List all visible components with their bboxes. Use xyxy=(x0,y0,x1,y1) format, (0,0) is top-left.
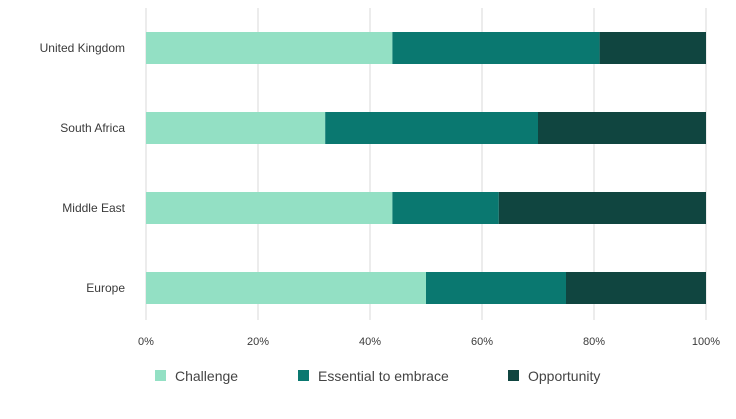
legend-item[interactable]: Challenge xyxy=(155,368,238,384)
bar-segment xyxy=(146,32,393,64)
bar-segment xyxy=(146,112,326,144)
x-tick-label: 40% xyxy=(359,336,381,348)
legend-swatch xyxy=(298,370,309,381)
legend-swatch xyxy=(155,370,166,381)
legend-swatch xyxy=(508,370,519,381)
bar-segment xyxy=(146,192,393,224)
category-labels: United Kingdom South Africa Middle East Eur… xyxy=(40,41,126,295)
x-tick-label: 0% xyxy=(138,336,154,348)
x-tick-label: 20% xyxy=(247,336,269,348)
bar-segment xyxy=(599,32,706,64)
category-label: South Africa xyxy=(60,121,125,135)
category-label: Europe xyxy=(86,281,125,295)
x-axis-ticks: 0% 20% 40% 60% 80% 100% xyxy=(138,336,720,348)
bar-segment xyxy=(392,192,499,224)
bar-segment xyxy=(498,192,706,224)
bar-segment xyxy=(392,32,600,64)
legend-label: Opportunity xyxy=(528,368,600,384)
legend-item[interactable]: Essential to embrace xyxy=(298,368,449,384)
bar-segment xyxy=(538,112,706,144)
x-tick-label: 60% xyxy=(471,336,493,348)
legend-label: Essential to embrace xyxy=(318,368,449,384)
bar-segment xyxy=(566,272,706,304)
category-label: Middle East xyxy=(62,201,125,215)
legend-item[interactable]: Opportunity xyxy=(508,368,600,384)
x-tick-label: 100% xyxy=(692,336,720,348)
legend: Challenge Essential to embrace Opportunity xyxy=(155,368,600,384)
legend-label: Challenge xyxy=(175,368,238,384)
category-label: United Kingdom xyxy=(40,41,125,55)
bar-segment xyxy=(146,272,426,304)
bar-segment xyxy=(325,112,538,144)
bar-segment xyxy=(426,272,566,304)
bars xyxy=(146,32,706,304)
x-tick-label: 80% xyxy=(583,336,605,348)
